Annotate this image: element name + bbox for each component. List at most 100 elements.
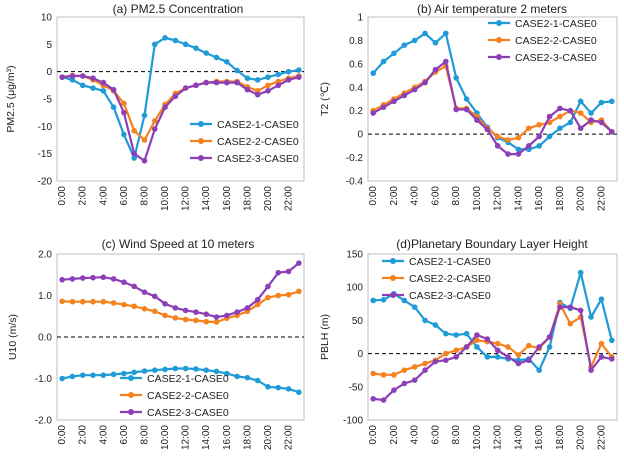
- y-tick-label: 2.0: [38, 250, 52, 261]
- data-point: [203, 367, 210, 374]
- data-point: [121, 131, 127, 138]
- y-tick-label: 10: [41, 13, 53, 24]
- series-1: [59, 365, 302, 395]
- x-tick-label: 14:00: [201, 186, 212, 211]
- data-point: [370, 297, 376, 304]
- data-point: [370, 110, 376, 116]
- legend: CASE2-1-CASE0 CASE2-2-CASE0 CASE2-3-CASE0: [190, 119, 299, 165]
- series-line: [373, 271, 613, 372]
- data-point: [162, 34, 168, 41]
- y-tick-label: 0: [46, 67, 52, 78]
- legend-label: CASE2-1-CASE0: [515, 18, 597, 30]
- data-point: [213, 79, 220, 86]
- x-tick-label: 10:00: [160, 425, 171, 450]
- data-point: [411, 364, 418, 370]
- data-point: [391, 50, 397, 57]
- plot-frame: [367, 253, 618, 421]
- data-point: [172, 305, 179, 311]
- x-tick-label: 14:00: [513, 186, 524, 211]
- data-point: [453, 347, 459, 354]
- data-point: [285, 291, 292, 298]
- data-point: [90, 75, 96, 82]
- data-point: [265, 82, 271, 89]
- y-tick-label: 0.0: [38, 333, 52, 344]
- data-point: [151, 367, 158, 374]
- legend-label: CASE2-3-CASE0: [409, 290, 491, 302]
- y-tick-label: -15: [38, 149, 53, 160]
- data-point: [380, 58, 387, 65]
- data-point: [453, 354, 459, 360]
- data-point: [213, 314, 220, 320]
- data-point: [577, 125, 584, 132]
- data-point: [391, 372, 397, 378]
- data-point: [69, 373, 76, 380]
- legend-marker: [128, 392, 134, 398]
- y-tick-label: -2.0: [35, 416, 53, 427]
- series-2: [370, 301, 615, 378]
- data-point: [296, 74, 302, 80]
- data-point: [151, 41, 158, 48]
- data-point: [224, 370, 230, 377]
- data-point: [275, 384, 282, 391]
- y-tick-label: 5: [46, 40, 52, 51]
- y-tick-label: 0.4: [349, 83, 363, 94]
- data-point: [141, 112, 148, 119]
- data-point: [121, 100, 127, 107]
- data-point: [598, 99, 605, 106]
- x-tick-label: 2:00: [389, 186, 400, 206]
- chart-title: (d)Planetary Boundary Layer Height: [396, 237, 588, 251]
- y-axis-label: U10 (m/s): [7, 314, 19, 360]
- series-3: [370, 304, 615, 403]
- data-point: [588, 367, 594, 374]
- data-point: [224, 59, 230, 65]
- legend-label: CASE2-3-CASE0: [515, 52, 597, 64]
- x-tick-label: 12:00: [493, 425, 504, 450]
- series-line: [62, 262, 300, 319]
- data-point: [275, 82, 282, 89]
- x-tick-label: 18:00: [242, 425, 253, 450]
- data-point: [453, 75, 459, 81]
- data-point: [474, 337, 480, 344]
- data-point: [182, 41, 189, 48]
- data-point: [275, 71, 282, 78]
- data-point: [609, 129, 615, 135]
- chart-title: (a) PM2.5 Concentration: [113, 2, 244, 16]
- data-point: [182, 307, 189, 314]
- data-point: [411, 304, 418, 310]
- data-point: [59, 375, 65, 382]
- data-point: [411, 37, 418, 44]
- series-line: [372, 65, 613, 142]
- data-point: [380, 297, 387, 303]
- data-point: [515, 146, 522, 153]
- data-point: [494, 133, 501, 140]
- data-point: [370, 395, 376, 402]
- x-tick-label: 10:00: [160, 186, 171, 211]
- legend-label: CASE2-2-CASE0: [515, 35, 597, 47]
- legend-label: CASE2-2-CASE0: [409, 273, 491, 285]
- data-point: [296, 67, 302, 73]
- data-point: [110, 300, 117, 306]
- data-point: [182, 365, 189, 372]
- data-point: [244, 86, 251, 93]
- data-point: [536, 143, 542, 149]
- data-point: [463, 330, 470, 337]
- data-point: [536, 133, 542, 140]
- data-point: [474, 117, 480, 123]
- x-tick-label: 18:00: [555, 425, 566, 450]
- legend-label: CASE2-1-CASE0: [217, 119, 299, 131]
- x-tick-label: 14:00: [513, 425, 524, 450]
- data-point: [151, 126, 158, 132]
- data-point: [254, 88, 261, 94]
- y-tick-label: 150: [346, 250, 363, 261]
- y-tick-label: -20: [38, 177, 53, 188]
- data-point: [380, 397, 387, 403]
- data-point: [526, 342, 532, 349]
- y-tick-label: 0.6: [349, 59, 363, 70]
- data-point: [443, 58, 449, 65]
- y-tick-label: -50: [349, 382, 364, 393]
- data-point: [557, 113, 563, 120]
- data-point: [110, 104, 117, 110]
- legend-marker: [198, 121, 204, 127]
- data-point: [100, 298, 107, 305]
- data-point: [131, 369, 137, 376]
